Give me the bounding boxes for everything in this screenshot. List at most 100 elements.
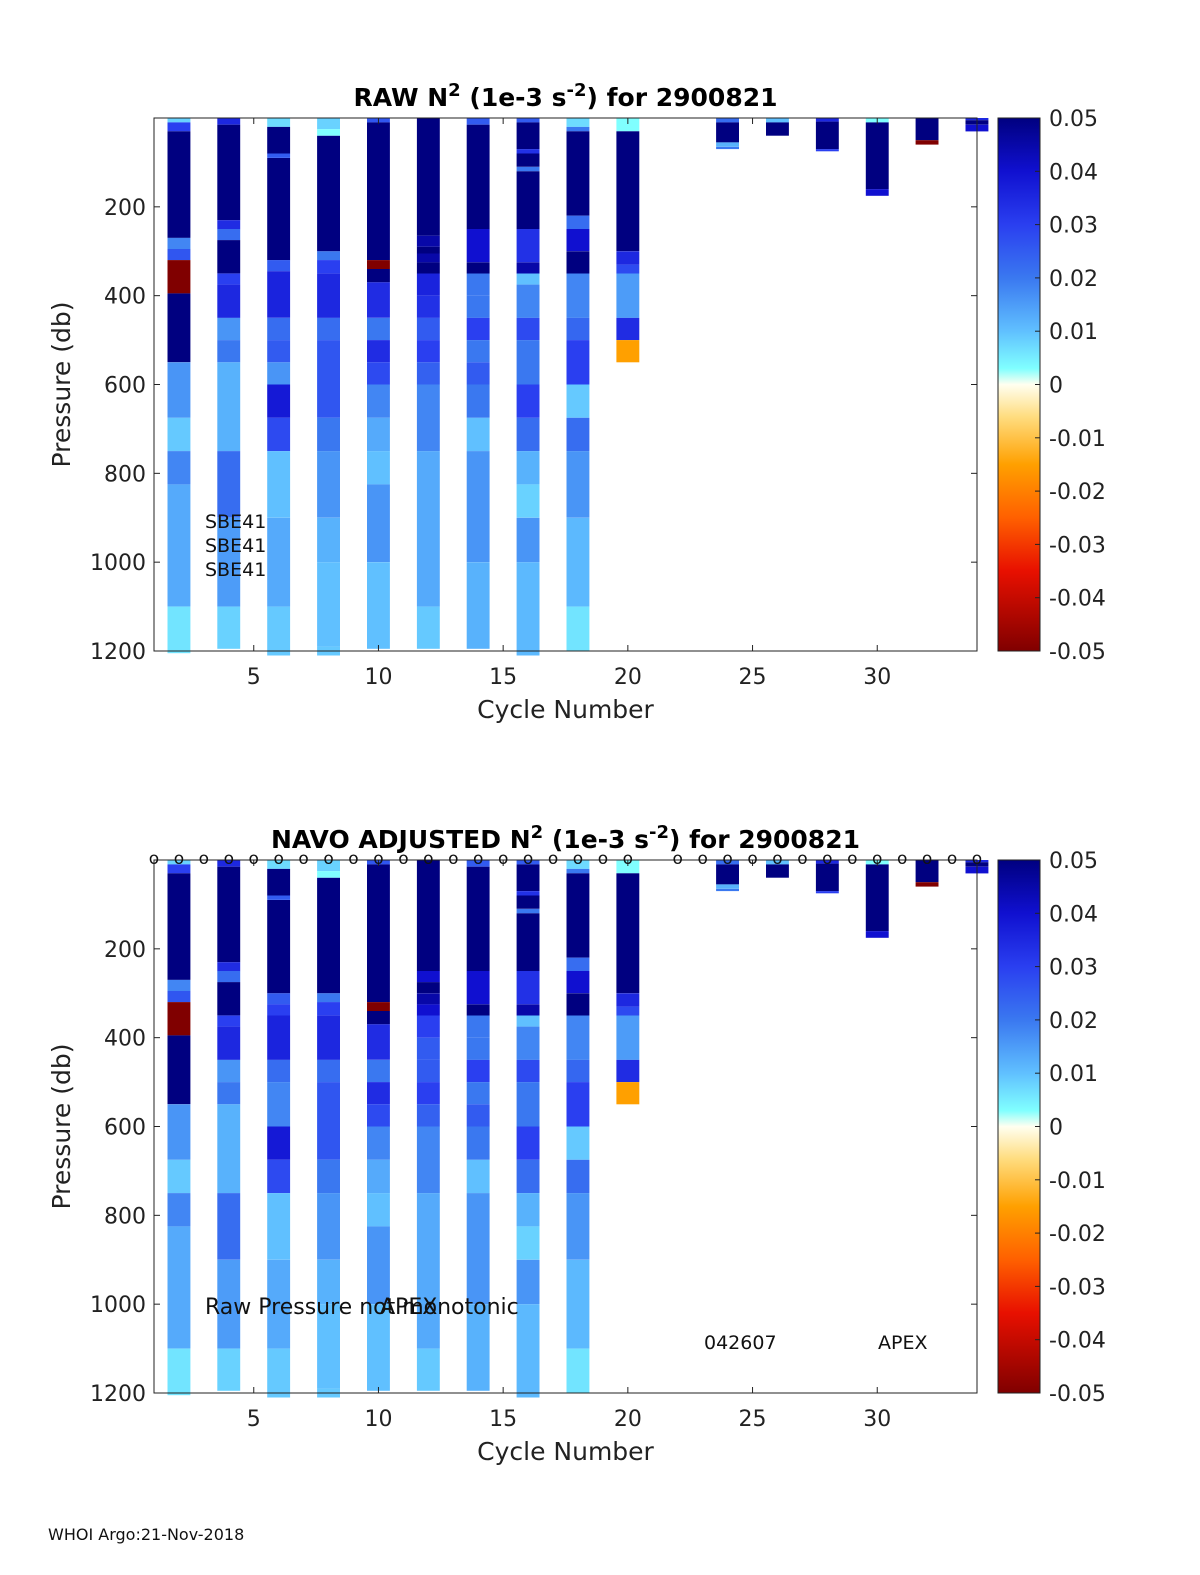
- qc-marker: o: [273, 849, 283, 869]
- profile-segment: [267, 271, 291, 318]
- profile-segment: [466, 417, 490, 452]
- profile-segment: [716, 884, 739, 889]
- profile-segment: [217, 362, 241, 452]
- profile-segment: [466, 118, 490, 125]
- profile-segment: [416, 1348, 440, 1391]
- profile-segment: [516, 284, 540, 318]
- profile-segment: [167, 991, 191, 1003]
- profile-segment: [466, 1159, 490, 1194]
- profile-segment: [616, 1082, 640, 1105]
- x-tick-label: 25: [739, 1407, 767, 1432]
- profile-segment: [416, 1193, 440, 1349]
- qc-marker: o: [847, 849, 857, 869]
- profile-segment: [267, 384, 291, 418]
- profile-segment: [516, 1082, 540, 1127]
- profile-segment: [267, 1159, 291, 1194]
- profile-segment: [616, 1006, 640, 1016]
- colorbar-tick-label: 0.02: [1049, 1009, 1098, 1034]
- profile-segment: [267, 860, 291, 869]
- profile-segment: [217, 962, 241, 972]
- profile-segment: [516, 562, 540, 656]
- profile-segment: [167, 362, 191, 418]
- profile-segment: [217, 860, 241, 867]
- profile-segment: [416, 982, 440, 994]
- profile-segment: [367, 417, 390, 452]
- x-tick-label: 25: [739, 665, 767, 690]
- profile-segment: [317, 129, 340, 136]
- colorbar: [997, 117, 1041, 652]
- profile-segment: [367, 269, 390, 283]
- qc-marker: o: [673, 849, 683, 869]
- profile-segment: [566, 1059, 590, 1083]
- qc-marker: o: [498, 849, 508, 869]
- profile-segment: [217, 606, 241, 649]
- profile-segment: [367, 340, 390, 363]
- profile-segment: [416, 1104, 440, 1127]
- profile-segment: [566, 451, 590, 518]
- profile-segment: [317, 260, 340, 274]
- y-tick-label: 400: [104, 1027, 146, 1052]
- profile-segment: [317, 1002, 340, 1016]
- profile-segment: [416, 1126, 440, 1194]
- profile-segment: [367, 362, 390, 385]
- profile-segment: [167, 131, 191, 238]
- profile-segment: [267, 158, 291, 261]
- profile-segment: [516, 1159, 540, 1194]
- profile-segment: [865, 931, 889, 938]
- profile-segment: [217, 118, 241, 125]
- profile-segment: [416, 362, 440, 385]
- qc-marker: o: [423, 849, 433, 869]
- profile-segment: [566, 873, 590, 958]
- profile-segment: [367, 260, 390, 269]
- profile-segment: [416, 1004, 440, 1016]
- qc-marker: o: [623, 849, 633, 869]
- profile-segment: [466, 273, 490, 296]
- profile-segment: [416, 1037, 440, 1060]
- profile-segment: [167, 979, 191, 991]
- profile-segment: [716, 146, 739, 150]
- profile-segment: [566, 273, 590, 318]
- profile-segment: [167, 451, 191, 485]
- profile-segment: [466, 295, 490, 318]
- profile-segment: [616, 1059, 640, 1083]
- profile-segment: [915, 118, 939, 141]
- profile-segment: [367, 1159, 390, 1194]
- profile-segment: [167, 1348, 191, 1396]
- profile-segment: [217, 229, 241, 241]
- qc-marker: o: [249, 849, 259, 869]
- profile-segment: [217, 866, 241, 963]
- profile-segment: [616, 860, 640, 874]
- y-tick-label: 600: [104, 1116, 146, 1141]
- colorbar-tick-label: 0.05: [1049, 849, 1098, 874]
- profile-segment: [466, 562, 490, 649]
- colorbar-tick-label: 0.03: [1049, 956, 1098, 981]
- profile-segment: [267, 1059, 291, 1083]
- profile-segment: [516, 229, 540, 263]
- profile-segment: [466, 1015, 490, 1038]
- profile-segment: [516, 864, 540, 891]
- profile-segment: [416, 253, 440, 263]
- qc-marker: o: [548, 849, 558, 869]
- profile-segment: [516, 913, 540, 971]
- profile-segment: [267, 126, 291, 154]
- qc-marker: o: [224, 849, 234, 869]
- profile-segment: [367, 1024, 390, 1060]
- profile-segment: [616, 131, 640, 252]
- profile-segment: [566, 1015, 590, 1060]
- profile-segment: [516, 417, 540, 452]
- profile-segment: [566, 957, 590, 971]
- profile-segment: [267, 993, 291, 1005]
- profile-segment: [616, 1015, 640, 1060]
- profile-segment: [416, 384, 440, 452]
- chart-title: NAVO ADJUSTED N2 (1e-3 s-2) for 2900821: [271, 822, 860, 854]
- profile-segment: [317, 340, 340, 418]
- y-tick-label: 1200: [90, 640, 146, 665]
- profile-segment: [367, 1059, 390, 1083]
- profile-segment: [566, 126, 590, 132]
- profile-segment: [865, 864, 889, 931]
- profile-segment: [466, 229, 490, 263]
- profile-segment: [516, 1304, 540, 1398]
- profile-segment: [516, 484, 540, 518]
- profile-segment: [317, 993, 340, 1003]
- colorbar-tick-label: -0.04: [1049, 587, 1106, 612]
